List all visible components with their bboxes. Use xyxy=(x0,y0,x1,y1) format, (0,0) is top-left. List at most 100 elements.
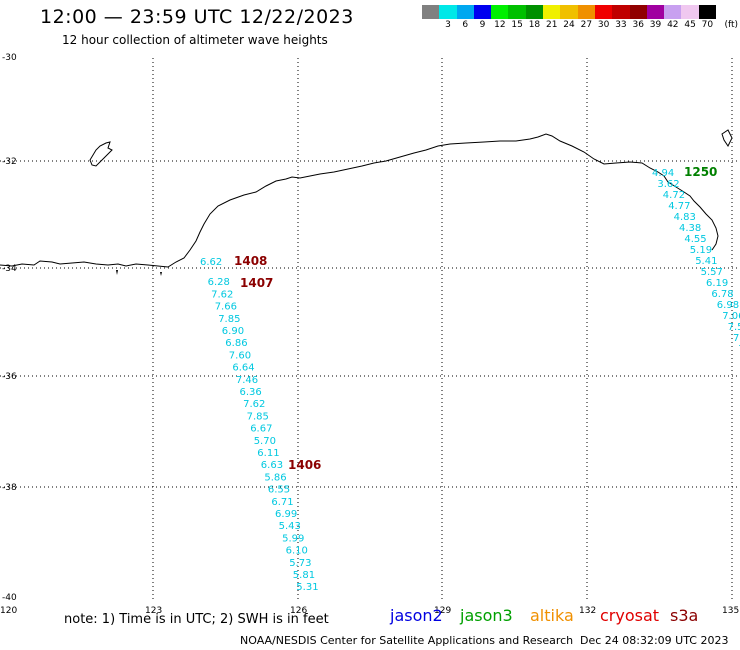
swh-value: 4.94 xyxy=(652,168,674,179)
swh-value: 7.60 xyxy=(229,350,251,361)
swh-value: 6.19 xyxy=(706,278,728,289)
coastline xyxy=(0,133,719,268)
scale-swatch xyxy=(525,5,544,19)
swh-value: 5.73 xyxy=(289,558,311,569)
color-scale-labels: 3 6 9 12 15 18 21 24 27 30 33 36 39 42 45 70 xyxy=(422,19,734,31)
scale-swatch xyxy=(664,5,682,19)
satellite-legend-altika: altika xyxy=(530,606,574,625)
scale-swatch xyxy=(594,5,613,19)
lon-label: 129 xyxy=(434,606,451,616)
map-title: 12:00 — 23:59 UTC 12/22/2023 xyxy=(40,6,354,28)
scale-swatch xyxy=(491,5,509,19)
swh-value: 6.71 xyxy=(271,497,293,508)
scale-swatch xyxy=(473,5,492,19)
color-scale-unit: (ft) xyxy=(724,20,738,30)
island-shape xyxy=(89,141,113,167)
track-a-time-label: 1407 xyxy=(240,276,273,290)
units-note: note: 1) Time is in UTC; 2) SWH is in fe… xyxy=(64,612,329,627)
swh-value: 6.28 xyxy=(208,277,230,288)
swh-value: 6.86 xyxy=(225,338,247,349)
scale-label: 42 xyxy=(667,20,679,30)
scale-label: 18 xyxy=(528,20,541,30)
track-b-time-label: 1250 xyxy=(684,165,717,179)
scale-label: 33 xyxy=(615,20,627,30)
satellite-legend-jason3: jason3 xyxy=(460,606,513,625)
scale-label: 21 xyxy=(546,20,558,30)
lat-label: -30 xyxy=(2,53,17,63)
swh-value: 6.67 xyxy=(250,424,272,435)
swh-value: 4.72 xyxy=(663,190,685,201)
generated-timestamp: Dec 24 08:32:09 UTC 2023 xyxy=(580,634,729,647)
swh-value: 7.85 xyxy=(218,314,240,325)
swh-value: 6.62 xyxy=(200,257,222,268)
swh-value: 5.31 xyxy=(296,582,318,593)
swh-value: 6.78 xyxy=(711,289,733,300)
track-a-time-label: 1406 xyxy=(288,458,321,472)
scale-label: 36 xyxy=(632,20,644,30)
color-scale-boxes xyxy=(422,5,734,19)
swh-value: 7.46 xyxy=(236,375,258,386)
color-scale-legend: 3 6 9 12 15 18 21 24 27 30 33 36 39 42 45 70 (ft) xyxy=(422,5,738,33)
scale-label: 27 xyxy=(580,20,593,30)
graticule xyxy=(0,58,740,600)
swh-value: 6.99 xyxy=(275,509,297,520)
scale-swatch xyxy=(422,5,440,19)
lat-label: -38 xyxy=(2,483,17,493)
swh-value: 5.19 xyxy=(690,245,712,256)
scale-swatch xyxy=(456,5,474,19)
scale-swatch xyxy=(646,5,665,19)
satellite-legend-cryosat: cryosat xyxy=(600,606,660,625)
credit-line: NOAA/NESDIS Center for Satellite Applica… xyxy=(240,634,574,647)
swh-value: 6.98 xyxy=(717,300,739,311)
scale-label: 45 xyxy=(684,20,696,30)
swh-value: 6.10 xyxy=(286,546,308,557)
lat-label: -36 xyxy=(2,372,17,382)
lat-label: -40 xyxy=(2,593,17,603)
swh-value: 6.36 xyxy=(240,387,262,398)
swh-value: 5.57 xyxy=(701,267,723,278)
scale-label: 24 xyxy=(563,20,575,30)
track-a-time-label: 1408 xyxy=(234,254,267,268)
swh-value: 6.11 xyxy=(257,448,279,459)
island-shape-east xyxy=(721,129,733,147)
swh-value: 7 xyxy=(738,344,740,355)
track-a-values: 6.626.287.627.667.856.906.867.606.647.46… xyxy=(200,257,319,593)
swh-value: 5.99 xyxy=(282,533,304,544)
scale-swatch xyxy=(681,5,699,19)
coastline-islands xyxy=(116,270,162,276)
scale-label: 70 xyxy=(701,20,714,30)
lon-label: 126 xyxy=(290,606,307,616)
swh-value: 4.55 xyxy=(684,234,706,245)
map-subtitle: 12 hour collection of altimeter wave hei… xyxy=(62,33,328,47)
lon-label: 132 xyxy=(579,606,596,616)
scale-label: 6 xyxy=(462,20,469,30)
lat-label: -32 xyxy=(2,157,17,167)
scale-label: 12 xyxy=(494,20,506,30)
swh-value: 7 xyxy=(733,333,739,344)
lon-label: 135 xyxy=(722,606,739,616)
lon-label: 123 xyxy=(145,606,162,616)
swh-value: 5.41 xyxy=(695,256,717,267)
swh-value: 7.5 xyxy=(728,322,740,333)
swh-value: 6.63 xyxy=(261,460,283,471)
swh-value: 7.66 xyxy=(215,302,237,313)
scale-label: 9 xyxy=(479,20,486,30)
lon-label: 120 xyxy=(0,606,17,616)
scale-label: 30 xyxy=(597,20,610,30)
scale-label: 15 xyxy=(511,20,523,30)
scale-swatch xyxy=(629,5,647,19)
swh-value: 5.70 xyxy=(254,436,276,447)
scale-label: 39 xyxy=(649,20,662,30)
swh-value: 5.86 xyxy=(264,472,286,483)
scale-swatch xyxy=(439,5,457,19)
scale-swatch xyxy=(577,5,595,19)
swh-value: 7.62 xyxy=(211,289,233,300)
track-b-values: 4.943.624.724.774.834.384.555.195.415.57… xyxy=(652,168,740,355)
scale-swatch xyxy=(508,5,526,19)
scale-swatch xyxy=(612,5,630,19)
swh-value: 7.85 xyxy=(247,411,269,422)
swh-value: 6.90 xyxy=(222,326,244,337)
swh-value: 5.43 xyxy=(279,521,301,532)
swh-value: 6.64 xyxy=(232,363,254,374)
